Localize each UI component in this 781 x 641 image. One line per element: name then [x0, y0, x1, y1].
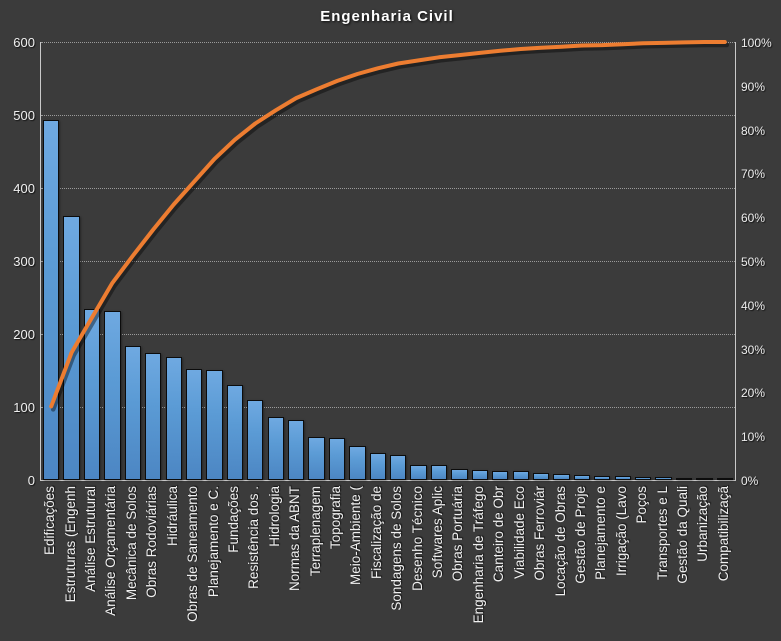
category-label: Planejamento e [593, 486, 609, 580]
category-label: Obras Rodoviárias [144, 486, 160, 598]
bar[interactable] [553, 474, 570, 480]
grid-line [41, 188, 735, 189]
category-label: Fundações [225, 486, 241, 553]
bar[interactable] [165, 356, 182, 480]
category-label: Terraplenagem [307, 486, 323, 577]
right-axis-tick: 60% [741, 211, 766, 226]
category-label: Planejamento e C. [205, 486, 221, 598]
right-axis-tick: 40% [741, 298, 766, 313]
category-label: Urbanização [695, 486, 711, 562]
category-label: Hidráulica [164, 486, 180, 547]
bar[interactable] [532, 473, 550, 480]
category-label: Resistência dos . [246, 486, 262, 589]
bar[interactable] [185, 369, 203, 480]
left-axis-tick: 200 [13, 327, 35, 342]
line-shadow [50, 42, 730, 412]
category-label: Fiscalização de [368, 486, 384, 580]
category-label: Topografia [327, 486, 343, 550]
category-label: Obras Portuária [450, 486, 466, 582]
plot-area [40, 40, 736, 481]
grid-line [41, 334, 735, 335]
right-axis-tick: 100% [741, 36, 772, 50]
category-label: Transportes e L [654, 486, 670, 581]
left-axis-tick: 600 [13, 35, 35, 50]
bar[interactable] [390, 455, 407, 480]
bar[interactable] [369, 453, 386, 480]
category-label: Hidrologia [266, 486, 282, 547]
bar[interactable] [430, 465, 448, 480]
category-label: Compatibilizaçã [715, 486, 731, 582]
left-axis-tick: 300 [13, 254, 35, 269]
category-label: Gestão da Quali [674, 486, 690, 584]
bar[interactable] [124, 346, 142, 480]
category-label: Obras Ferroviár [532, 486, 548, 581]
left-axis-tick: 100 [13, 400, 35, 415]
category-label: Meio-Ambiente ( [348, 486, 364, 586]
grid-line [41, 115, 735, 116]
bar[interactable] [145, 352, 162, 480]
category-label: Locação de Obras [552, 486, 568, 597]
bar[interactable] [247, 399, 264, 480]
grid-line [41, 407, 735, 408]
bar[interactable] [634, 477, 652, 480]
right-axis-tick: 80% [741, 123, 766, 138]
bar[interactable] [63, 215, 80, 480]
category-label: Mecânica de Solos [123, 486, 139, 601]
right-axis-tick: 90% [741, 79, 766, 94]
category-label: Gestão de Proje [572, 486, 588, 584]
bar[interactable] [451, 469, 468, 480]
category-label: Análise Orçamentária [103, 486, 119, 616]
left-axis-tick: 400 [13, 181, 35, 196]
cumulative-line[interactable] [49, 40, 727, 409]
category-label: Sondagens de Solos [389, 486, 405, 611]
bar[interactable] [696, 478, 713, 480]
bar[interactable] [655, 477, 672, 480]
bar[interactable] [267, 417, 284, 480]
bar[interactable] [492, 470, 509, 480]
category-label: Desenho Técnico [409, 486, 425, 591]
category-label: Canteiro de Obr [491, 486, 507, 583]
right-axis-tick: 0% [741, 474, 759, 488]
bar[interactable] [410, 464, 427, 480]
category-label: Viabilidade Eco [511, 486, 527, 579]
category-label: Softwares Aplic [430, 486, 446, 579]
bar[interactable] [675, 477, 693, 480]
bar[interactable] [614, 476, 631, 480]
bar[interactable] [328, 438, 346, 480]
bar[interactable] [308, 436, 325, 480]
category-label: Análise Estrutural [83, 486, 99, 592]
bar[interactable] [716, 478, 733, 480]
right-axis-tick: 70% [741, 167, 766, 182]
grid-line [41, 261, 735, 262]
bar[interactable] [471, 469, 489, 480]
bar[interactable] [287, 420, 305, 480]
category-label: Obras de Saneamento [185, 486, 201, 622]
category-label: Engenharia de Tráfego [470, 486, 486, 624]
bar[interactable] [83, 309, 101, 480]
bar[interactable] [349, 445, 366, 480]
right-axis-tick: 20% [741, 386, 766, 401]
right-axis-tick: 50% [741, 255, 766, 269]
bar[interactable] [573, 474, 591, 480]
bar[interactable] [512, 471, 529, 480]
category-label: Normas da ABNT [287, 486, 303, 592]
left-axis-tick: 500 [13, 108, 35, 123]
category-label: Edificações [42, 486, 58, 556]
left-axis-tick: 0 [27, 473, 35, 488]
right-axis-tick: 10% [741, 430, 766, 445]
bar[interactable] [104, 310, 121, 480]
chart-title[interactable]: Engenharia Civil [320, 8, 454, 25]
category-label: Poços [634, 486, 650, 524]
category-label: Irrigação (Lavo [613, 486, 629, 577]
category-label: Estruturas (Engenh [62, 486, 78, 603]
bar[interactable] [206, 369, 223, 480]
bar[interactable] [226, 385, 244, 480]
grid-line [41, 42, 735, 43]
bar[interactable] [594, 476, 611, 480]
cumulative-line-series[interactable] [41, 40, 735, 480]
right-axis-tick: 30% [741, 342, 766, 357]
